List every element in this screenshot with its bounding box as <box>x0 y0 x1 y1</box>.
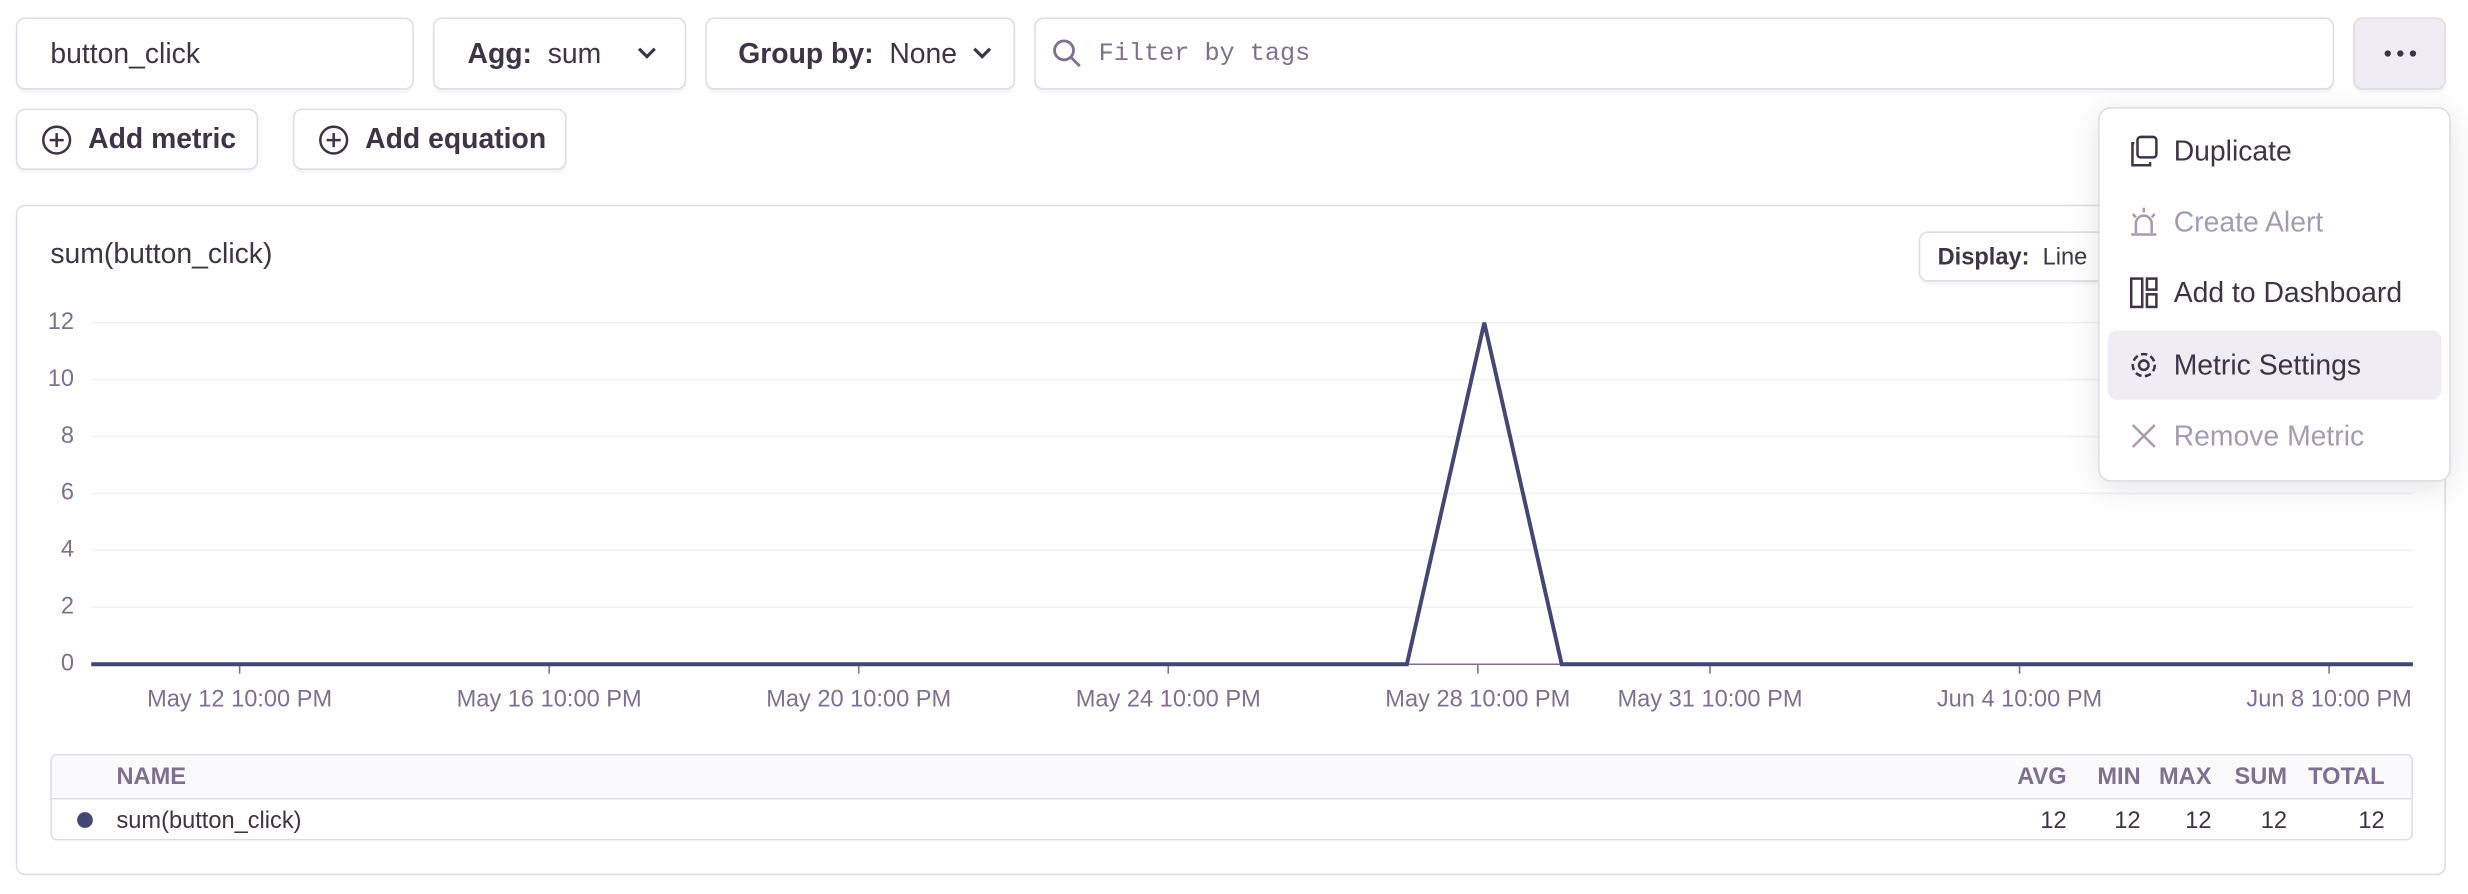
settings-icon <box>2131 352 2157 378</box>
remove-icon <box>2131 424 2156 448</box>
add-metric-button[interactable]: Add metric <box>15 108 259 170</box>
stat-value: 12 <box>2260 807 2288 835</box>
stat-value: 12 <box>2040 807 2067 835</box>
agg-label: Agg: <box>467 36 532 69</box>
series-name: sum(button_click) <box>116 807 302 835</box>
menu-label: Remove Metric <box>2173 419 2365 451</box>
metric-name: button_click <box>50 36 200 69</box>
stat-value: 12 <box>2358 807 2385 835</box>
display-label: Display: <box>1937 243 2030 270</box>
chevron <box>973 47 992 59</box>
context-menu: Duplicate Create Alert Add to Dashboard … <box>2098 107 2451 482</box>
search-icon <box>1053 39 1081 68</box>
agg-value: sum <box>547 36 602 69</box>
stat-value: 12 <box>2114 807 2141 835</box>
plus-icon <box>319 124 349 154</box>
menu-label: Metric Settings <box>2173 348 2362 381</box>
y-tick-label: 8 <box>61 423 74 449</box>
menu-item[interactable]: Add to Dashboard <box>2108 258 2442 327</box>
y-tick-label: 10 <box>48 366 74 392</box>
column-header: SUM <box>2234 763 2288 791</box>
plus-icon <box>42 124 72 154</box>
ellipsis-icon <box>2383 50 2416 57</box>
x-tick-label: May 24 10:00 PM <box>1076 687 1261 713</box>
y-tick-label: 0 <box>61 650 74 676</box>
column-header: MIN <box>2097 763 2141 791</box>
table-header <box>51 755 2412 800</box>
menu-label: Add to Dashboard <box>2173 276 2403 308</box>
x-tick-label: May 31 10:00 PM <box>1617 687 1802 713</box>
x-tick-label: May 28 10:00 PM <box>1385 687 1570 713</box>
series-line <box>91 322 2413 667</box>
more-button[interactable] <box>2353 17 2446 90</box>
menu-label: Duplicate <box>2173 134 2292 167</box>
chevron <box>637 47 656 59</box>
filter-placeholder: Filter by tags <box>1098 39 1311 68</box>
legend-table: NAME AVG MIN MAX SUM TOTAL 12 12 12 12 12 sum(butt… <box>50 753 2413 841</box>
menu-item: Create Alert <box>2108 187 2442 256</box>
add-equation-button[interactable]: Add equation <box>292 108 567 170</box>
menu-label: Create Alert <box>2173 205 2324 237</box>
column-header: NAME <box>116 763 187 791</box>
group-label: Group by: <box>738 36 874 69</box>
group-value: None <box>889 36 958 69</box>
menu-item[interactable]: Duplicate <box>2108 116 2442 185</box>
y-tick-label: 6 <box>61 480 74 506</box>
x-tick-label: Jun 8 10:00 PM <box>2246 687 2411 713</box>
chart-title: sum(button_click) <box>50 237 273 270</box>
x-tick-label: May 16 10:00 PM <box>457 687 642 713</box>
menu-item: Remove Metric <box>2108 401 2442 470</box>
legend-swatch <box>77 812 93 828</box>
y-tick-label: 4 <box>61 537 74 563</box>
column-header: MAX <box>2158 763 2212 791</box>
x-tick-label: May 12 10:00 PM <box>147 687 332 713</box>
filter-input[interactable]: Filter by tags <box>1034 17 2335 90</box>
display-value: Line <box>2042 243 2088 270</box>
button-label: Add equation <box>365 122 547 155</box>
group-select[interactable]: Group by: None <box>705 17 1016 90</box>
duplicate-icon <box>2131 135 2158 167</box>
dashboard-icon <box>2129 277 2158 309</box>
metric-input[interactable]: button_click <box>15 17 414 90</box>
y-tick-label: 2 <box>61 594 74 620</box>
button-label: Add metric <box>88 122 237 155</box>
agg-select[interactable]: Agg: sum <box>432 17 687 90</box>
alert-icon <box>2131 207 2157 236</box>
column-header: TOTAL <box>2308 763 2385 791</box>
y-tick-label: 12 <box>48 309 74 335</box>
column-header: AVG <box>2017 763 2067 791</box>
x-tick-label: May 20 10:00 PM <box>766 687 951 713</box>
x-tick-label: Jun 4 10:00 PM <box>1937 687 2102 713</box>
menu-item[interactable]: Metric Settings <box>2107 330 2442 400</box>
stat-value: 12 <box>2185 807 2212 835</box>
